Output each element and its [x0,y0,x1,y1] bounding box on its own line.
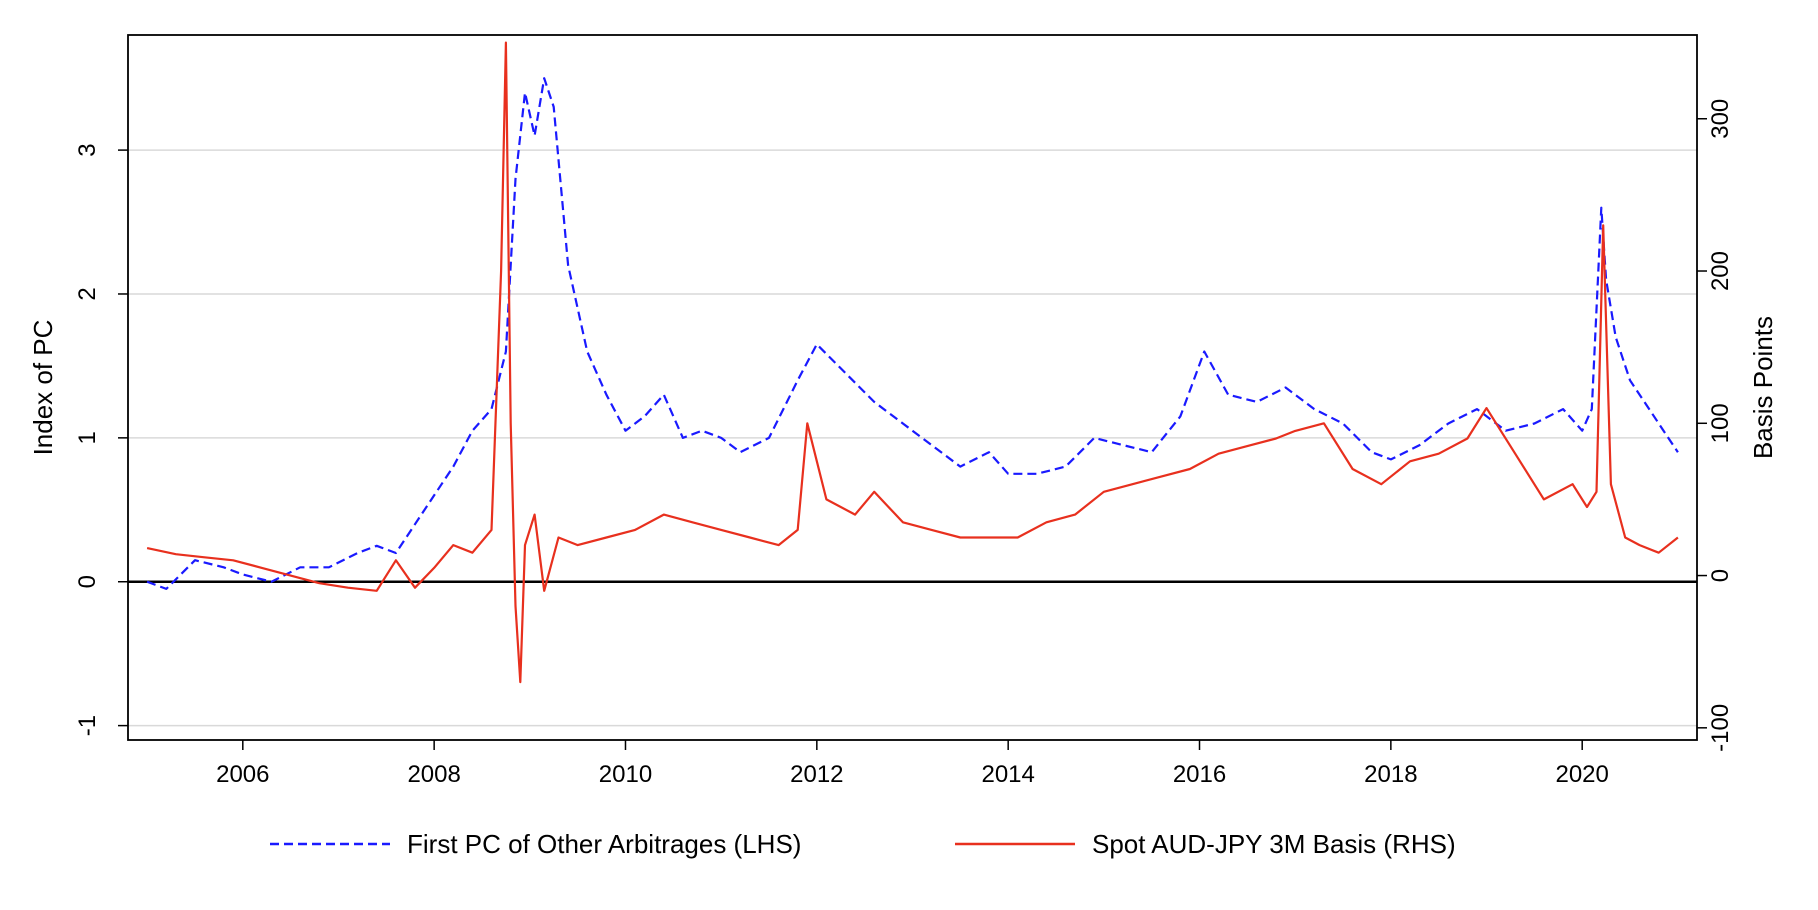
y-left-axis-title: Index of PC [28,320,58,456]
y-left-tick-label: 0 [74,575,101,588]
y-right-tick-label: 0 [1707,569,1734,582]
x-tick-label: 2006 [216,761,269,788]
legend-label-pc: First PC of Other Arbitrages (LHS) [407,829,801,859]
plot-frame [127,34,1698,741]
y-left-tick-label: 1 [74,431,101,444]
x-tick-label: 2018 [1364,761,1417,788]
y-left-axis: -1 0 1 2 3 [74,143,128,736]
y-right-tick-label: 100 [1707,403,1734,443]
plot-series [146,41,1679,684]
y-left-tick-label: 3 [74,143,101,156]
y-right-tick-label: 300 [1707,99,1734,139]
x-tick-label: 2014 [981,761,1034,788]
grid-lines [128,149,1697,727]
x-tick-label: 2008 [407,761,460,788]
x-tick-label: 2010 [599,761,652,788]
series-line-pc [146,77,1679,591]
x-tick-label: 2012 [790,761,843,788]
y-right-axis-title: Basis Points [1748,316,1778,459]
y-right-tick-label: 200 [1707,251,1734,291]
y-right-axis: -100 0 100 200 300 [1697,99,1734,752]
y-left-tick-label: 2 [74,287,101,300]
x-tick-label: 2016 [1173,761,1226,788]
y-right-tick-label: -100 [1707,704,1734,752]
series-line-basis [146,41,1679,684]
x-tick-label: 2020 [1555,761,1608,788]
legend: First PC of Other Arbitrages (LHS) Spot … [270,829,1456,859]
y-left-tick-label: -1 [74,715,101,736]
legend-label-basis: Spot AUD-JPY 3M Basis (RHS) [1092,829,1456,859]
x-axis: 2006 2008 2010 2012 2014 2016 2018 2020 [216,740,1609,788]
